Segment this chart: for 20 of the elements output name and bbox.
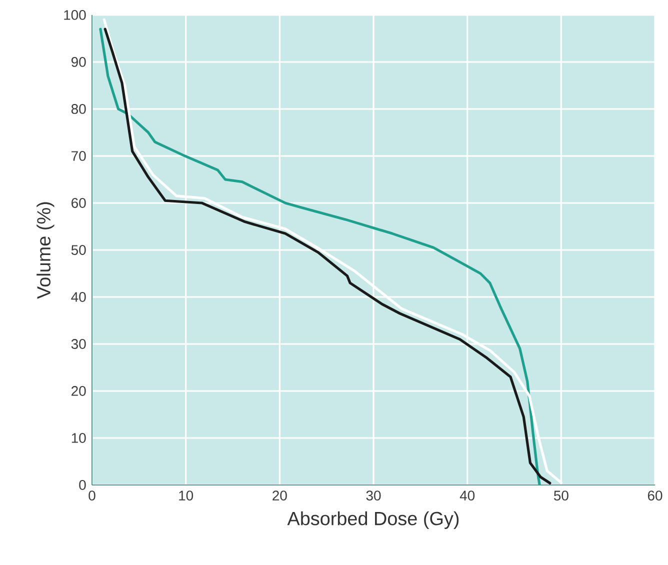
x-tick-label: 60: [648, 490, 662, 501]
x-axis-title: Absorbed Dose (Gy): [287, 511, 459, 529]
x-tick-label: 20: [272, 490, 287, 501]
y-tick-label: 50: [71, 245, 86, 255]
x-tick-label: 0: [88, 490, 96, 501]
y-tick-label: 80: [71, 104, 86, 114]
y-tick-label: 30: [71, 339, 86, 349]
y-tick-label: 20: [72, 386, 86, 396]
y-tick-label: 10: [72, 433, 86, 443]
x-tick-label: 30: [366, 490, 381, 501]
x-tick-label: 10: [179, 490, 194, 501]
y-tick-label: 70: [72, 151, 86, 161]
y-tick-label: 0: [79, 480, 86, 490]
x-tick-label: 40: [460, 490, 475, 501]
y-tick-label: 60: [72, 198, 86, 208]
y-axis-title: Volume (%): [36, 202, 54, 299]
x-tick-label: 50: [554, 490, 568, 501]
y-tick-label: 40: [71, 292, 86, 302]
y-tick-label: 90: [71, 57, 86, 67]
y-tick-label: 100: [64, 10, 86, 20]
